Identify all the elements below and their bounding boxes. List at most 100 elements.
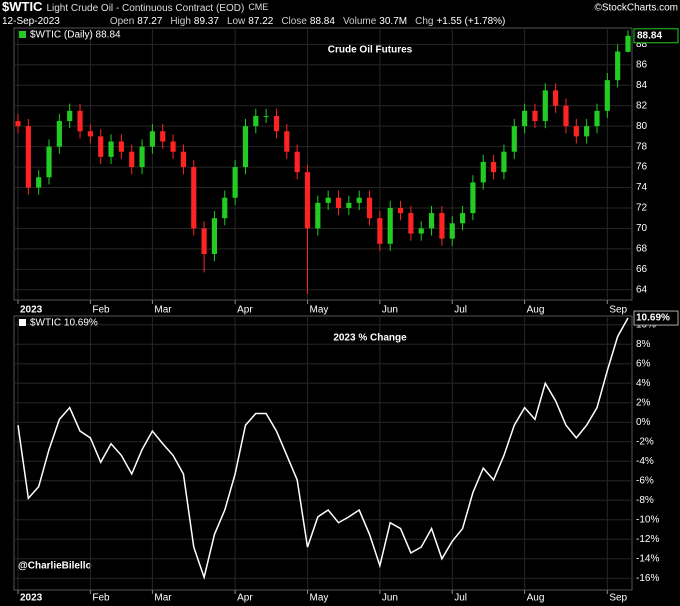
x-tick-label: Apr [237, 305, 253, 316]
candle-body [139, 146, 145, 168]
candle-body [304, 172, 311, 229]
candle-body [98, 136, 104, 157]
x-tick-label: Mar [154, 593, 172, 604]
y-tick-label: 80 [636, 121, 648, 132]
candle-body [170, 141, 176, 152]
candle-body [470, 182, 476, 214]
candle-body [129, 151, 135, 168]
chart-title: 2023 % Change [333, 333, 407, 344]
candle-body [77, 110, 83, 132]
candle-body [553, 90, 559, 106]
candle-body [160, 131, 166, 142]
quote-value: 89.37 [194, 16, 219, 27]
y-tick-label: 78 [636, 141, 648, 152]
symbol: $WTIC [2, 0, 43, 14]
candle-body [191, 167, 197, 229]
x-tick-label: May [309, 593, 328, 604]
chart-title: Crude Oil Futures [328, 45, 413, 56]
y-tick-label: 66 [636, 264, 648, 275]
quote-value: 87.22 [248, 16, 273, 27]
legend: $WTIC 10.69% [30, 318, 98, 329]
candle-body [15, 121, 21, 127]
x-tick-label: 2023 [20, 305, 43, 316]
x-tick-label: May [309, 305, 328, 316]
quote-value: 87.27 [137, 16, 162, 27]
last-value: 88.84 [637, 30, 662, 41]
y-tick-label: 0% [636, 417, 651, 428]
x-tick-label: Sep [609, 305, 627, 316]
x-tick-label: 2023 [20, 593, 43, 604]
y-tick-label: 88 [636, 39, 648, 50]
quote-label: Low [227, 16, 246, 27]
candle-body [242, 126, 249, 168]
candle-body [356, 197, 362, 203]
quote-label: High [170, 16, 191, 27]
candle-body [625, 35, 631, 52]
candle-body [522, 110, 528, 127]
panel-frame [13, 315, 633, 591]
quote-value: 30.7M [379, 16, 407, 27]
candle-body [118, 141, 124, 152]
candle-body [222, 197, 228, 219]
y-tick-label: 68 [636, 244, 648, 255]
candle-body [284, 131, 290, 152]
candle-body [46, 146, 52, 178]
candle-body [273, 115, 280, 132]
quote-label: Volume [343, 16, 377, 27]
candle-body [25, 126, 31, 188]
last-value-box [633, 28, 679, 44]
candle-body [449, 223, 455, 239]
candle-body [263, 115, 269, 117]
x-tick-label: Jun [382, 305, 398, 316]
quote-value: +1.55 (+1.78%) [436, 16, 505, 27]
y-tick-label: 76 [636, 162, 648, 173]
y-tick-label: -14% [636, 553, 659, 564]
legend: $WTIC (Daily) 88.84 [30, 30, 121, 41]
candle-body [315, 202, 321, 229]
x-tick-label: Jul [454, 593, 467, 604]
candle-body [387, 207, 393, 244]
candle-body [573, 126, 579, 137]
y-tick-label: -4% [636, 456, 654, 467]
legend-swatch [19, 31, 26, 38]
candle-body [439, 213, 445, 239]
candle-body [501, 151, 507, 173]
y-tick-label: 84 [636, 80, 648, 91]
last-value-box [633, 310, 679, 326]
candle-body [459, 213, 466, 224]
y-tick-label: 2% [636, 397, 651, 408]
y-tick-label: 8% [636, 339, 651, 350]
x-tick-label: Aug [527, 305, 545, 316]
candle-body [397, 207, 404, 214]
quote-value: 88.84 [310, 16, 335, 27]
candle-body [542, 90, 548, 122]
candle-body [67, 110, 73, 122]
quote-label: Open [110, 16, 134, 27]
source: ©StockCharts.com [594, 3, 678, 14]
y-tick-label: -2% [636, 436, 654, 447]
quote-line: 12-Sep-2023 Open 87.27 High 89.37 Low 87.22 Clo… [2, 16, 505, 27]
credit: @CharlieBilello [18, 561, 92, 572]
candle-body [253, 115, 259, 127]
candle-body [36, 177, 42, 188]
candle-body [335, 197, 342, 208]
candle-body [232, 167, 238, 198]
y-tick-label: 6% [636, 358, 651, 369]
candle-body [594, 110, 600, 127]
candle-body [211, 218, 218, 254]
y-tick-label: -8% [636, 495, 654, 506]
candle-body [491, 161, 497, 173]
quote-label: Chg [415, 16, 433, 27]
y-tick-label: 70 [636, 223, 648, 234]
exchange: CME [248, 2, 268, 12]
candle-body [366, 197, 373, 219]
candle-body [480, 161, 486, 183]
legend-swatch [19, 319, 26, 326]
y-tick-label: 82 [636, 100, 648, 111]
candle-body [563, 105, 569, 127]
candle-body [377, 218, 383, 244]
x-tick-label: Feb [92, 593, 110, 604]
header-line: $WTIC Light Crude Oil - Continuous Contra… [2, 0, 268, 14]
date: 12-Sep-2023 [2, 16, 60, 27]
